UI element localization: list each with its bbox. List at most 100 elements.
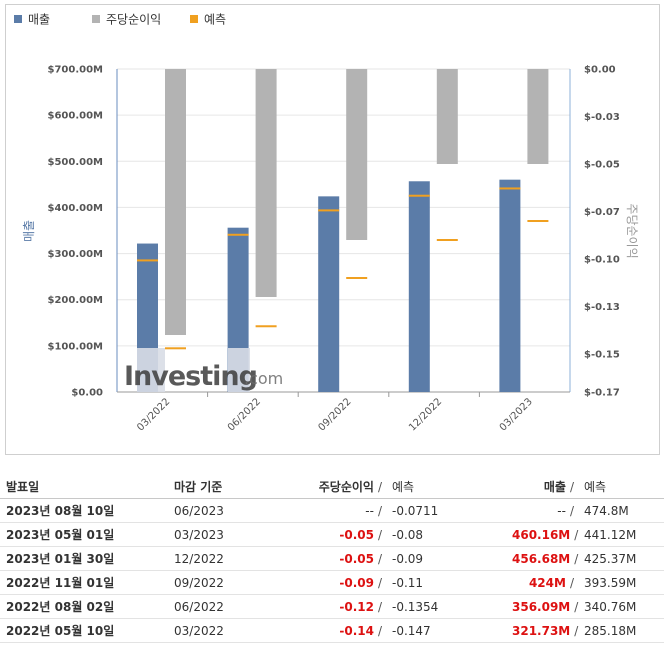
header-eps-forecast[interactable]: 예측 — [386, 474, 506, 499]
table-row: 2022년 11월 01일 09/2022 -0.09/ -0.11 424M /… — [0, 570, 664, 595]
cell-eps-slash: / — [377, 503, 382, 518]
eps-forecast-mark — [346, 277, 368, 279]
cell-date: 2022년 11월 01일 — [0, 570, 168, 595]
x-tick-label: 06/2022 — [226, 396, 263, 433]
cell-revenue: 424M / — [506, 570, 578, 595]
header-period[interactable]: 마감 기준 — [168, 474, 302, 499]
cell-revenue-forecast: 340.76M — [578, 594, 664, 619]
right-axis-title: 주당순이익 — [625, 203, 639, 258]
eps-bar — [165, 69, 186, 335]
grid-lines — [117, 68, 570, 347]
cell-period: 03/2023 — [168, 522, 302, 547]
legend-label-forecast: 예측 — [204, 13, 226, 27]
left-tick-label: $300.00M — [48, 249, 104, 260]
eps-bar — [346, 69, 368, 240]
left-tick-label: $100.00M — [48, 341, 104, 352]
x-tick-label: 12/2022 — [407, 396, 444, 433]
cell-date: 2023년 01월 30일 — [0, 546, 168, 571]
cell-eps: -0.05/ — [302, 546, 386, 571]
table-row: 2023년 01월 30일 12/2022 -0.05/ -0.09 456.6… — [0, 546, 664, 571]
header-eps-label[interactable]: 주당순이익 — [318, 479, 374, 494]
eps-forecast-mark — [527, 220, 549, 222]
revenue-forecast-mark — [408, 194, 430, 197]
cell-revenue-slash: / — [574, 623, 579, 638]
cell-date: 2023년 05월 01일 — [0, 522, 168, 547]
right-tick-label: $-0.17 — [584, 388, 620, 399]
left-tick-label: $400.00M — [48, 203, 104, 214]
cell-revenue-forecast: 393.59M — [578, 570, 664, 595]
legend-label-eps: 주당순이익 — [106, 13, 161, 27]
header-revenue-forecast[interactable]: 예측 — [578, 474, 664, 499]
right-tick-label: $-0.07 — [584, 207, 620, 218]
x-axis-labels: 03/2022 06/2022 09/2022 12/2022 03/2023 — [135, 392, 535, 433]
x-tick-label: 09/2022 — [316, 396, 353, 433]
table-row: 2022년 05월 10일 03/2022 -0.14/ -0.147 321.… — [0, 618, 664, 643]
cell-date: 2022년 05월 10일 — [0, 618, 168, 643]
revenue-forecast-mark — [137, 259, 158, 262]
right-tick-label: $-0.03 — [584, 112, 620, 123]
left-tick-label: $600.00M — [48, 111, 104, 122]
table-row: 2022년 08월 02일 06/2022 -0.12/ -0.1354 356… — [0, 594, 664, 619]
watermark-text-main: Investing — [124, 361, 257, 392]
revenue-forecast-mark — [227, 233, 249, 236]
table-header-row: 발표일 마감 기준 주당순이익 / 예측 매출 / 예측 — [0, 474, 664, 499]
cell-period: 06/2023 — [168, 498, 302, 523]
eps-bars — [165, 69, 549, 335]
cell-revenue-slash: / — [574, 527, 579, 542]
cell-revenue: -- / — [506, 498, 578, 523]
cell-eps-value: -0.05 — [339, 527, 374, 542]
cell-eps-value: -0.09 — [339, 575, 374, 590]
cell-revenue-value: 356.09M — [512, 599, 571, 614]
cell-eps: -- / — [302, 498, 386, 523]
cell-eps-slash: / — [377, 599, 382, 614]
cell-revenue: 356.09M / — [506, 594, 578, 619]
revenue-bar — [499, 179, 521, 392]
cell-revenue-forecast: 425.37M — [578, 546, 664, 571]
cell-date: 2022년 08월 02일 — [0, 594, 168, 619]
table-row: 2023년 08월 10일 06/2023 -- / -0.0711 --/ 47… — [0, 498, 664, 523]
legend-swatch-eps — [92, 15, 100, 23]
cell-eps: -0.14/ — [302, 618, 386, 643]
cell-revenue-forecast: 474.8M — [578, 498, 664, 523]
cell-eps-forecast: -0.147 — [386, 618, 506, 643]
header-revenue: 매출 / — [506, 474, 578, 499]
left-tick-label: $700.00M — [48, 65, 104, 76]
cell-eps-value: -- — [365, 503, 374, 518]
legend-label-revenue: 매출 — [28, 13, 50, 27]
watermark-text-domain: .com — [244, 369, 283, 388]
right-tick-label: $-0.05 — [584, 160, 620, 171]
cell-eps-slash: / — [377, 551, 382, 566]
earnings-table: 발표일 마감 기준 주당순이익 / 예측 매출 / 예측 2023년 08월 10일… — [0, 474, 664, 643]
cell-revenue-slash: / — [574, 551, 579, 566]
header-revenue-label[interactable]: 매출 — [543, 479, 566, 494]
cell-revenue-forecast: 441.12M — [578, 522, 664, 547]
table-row: 2023년 05월 01일 03/2023 -0.05/ -0.08 460.1… — [0, 522, 664, 547]
cell-eps-slash: / — [377, 527, 382, 542]
cell-revenue: 456.68M / — [506, 546, 579, 571]
x-tick-label: 03/2022 — [135, 396, 172, 433]
cell-revenue: 321.73M / — [506, 618, 579, 643]
eps-forecast-mark — [165, 347, 186, 350]
cell-revenue-slash: / — [569, 575, 574, 590]
left-tick-label: $200.00M — [48, 295, 104, 306]
cell-period: 09/2022 — [168, 570, 302, 595]
cell-revenue-value: 456.68M — [512, 551, 571, 566]
cell-eps-forecast: -0.1354 — [386, 594, 506, 619]
watermark-bar — [228, 348, 250, 392]
cell-eps-slash: / — [377, 623, 382, 638]
cell-revenue: 460.16M / — [506, 522, 579, 547]
cell-period: 12/2022 — [168, 546, 302, 571]
left-tick-label: $0.00 — [71, 388, 103, 399]
right-tick-label: $-0.15 — [584, 350, 620, 361]
revenue-bar — [318, 196, 340, 392]
x-tick-label: 03/2023 — [498, 396, 535, 433]
header-date[interactable]: 발표일 — [0, 474, 168, 499]
eps-bar — [436, 69, 458, 164]
header-revenue-slash: / — [569, 479, 574, 494]
cell-revenue-slash: / — [569, 503, 574, 518]
cell-period: 06/2022 — [168, 594, 302, 619]
cell-eps-value: -0.12 — [339, 599, 374, 614]
eps-bar — [255, 69, 277, 297]
earnings-chart: 매출 주당순이익 예측 $0.00 $100.00M $200.00M $300.00M $4… — [5, 4, 660, 455]
left-axis-title: 매출 — [22, 220, 36, 242]
